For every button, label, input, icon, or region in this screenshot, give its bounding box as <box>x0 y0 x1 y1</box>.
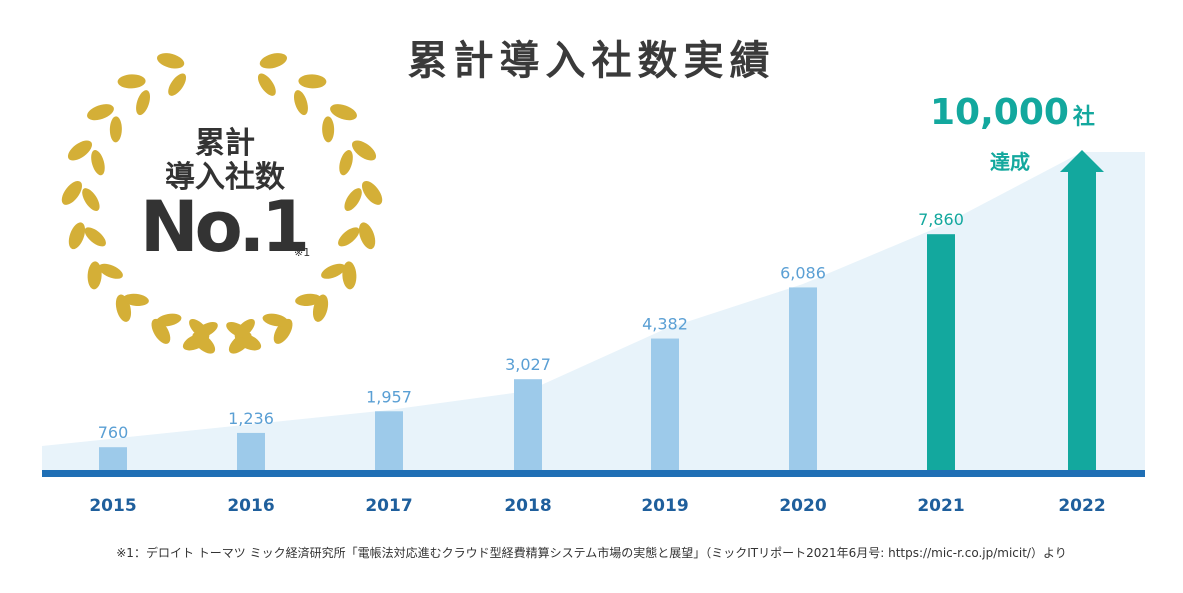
value-label-2017: 1,957 <box>366 387 412 406</box>
value-label-2020: 6,086 <box>780 263 826 282</box>
laurel-leaf <box>67 140 93 161</box>
value-label-2016: 1,236 <box>228 409 274 428</box>
growth-area <box>42 152 1145 470</box>
laurel-leaf <box>226 321 250 339</box>
badge-line-1: 累計 <box>195 126 255 161</box>
laurel-leaf <box>322 116 335 143</box>
value-label-2019: 4,382 <box>642 315 688 334</box>
laurel-wreath <box>61 53 383 354</box>
laurel-leaf <box>117 74 146 89</box>
value-labels-group: 760 1,236 1,957 3,027 4,382 6,086 7,860 <box>98 210 964 442</box>
x-tick-label-2018: 2018 <box>504 496 551 516</box>
x-tick-label-2016: 2016 <box>227 496 274 516</box>
bar-2016 <box>237 432 265 470</box>
laurel-leaf <box>293 90 308 116</box>
laurel-leaf <box>321 263 346 279</box>
laurel-leaf <box>351 140 377 161</box>
laurel-leaf <box>338 227 360 247</box>
x-tick-label-2015: 2015 <box>89 496 136 516</box>
laurel-leaf <box>87 261 102 290</box>
bar-2019 <box>651 338 679 470</box>
bar-2015 <box>99 447 127 470</box>
laurel-leaf <box>262 313 289 327</box>
laurel-leaf <box>257 73 276 96</box>
laurel-leaf <box>358 222 376 250</box>
laurel-leaf <box>342 261 357 290</box>
badge-rank: No.1 <box>140 186 310 268</box>
goal-label: 達成 <box>990 150 1030 174</box>
x-tick-label-2017: 2017 <box>365 496 412 516</box>
x-tick-label-2020: 2020 <box>779 496 826 516</box>
bar-2017 <box>375 411 403 470</box>
laurel-leaf <box>68 222 86 250</box>
laurel-leaf <box>259 53 288 69</box>
goal-number: 10,000 <box>930 92 1069 133</box>
laurel-leaf <box>361 180 383 205</box>
x-tick-labels-group: 2015 2016 2017 2018 2019 2020 2021 2022 <box>89 496 1105 516</box>
bars-group <box>99 150 1104 470</box>
badge-note: ※1 <box>294 246 311 259</box>
goal-unit: 社 <box>1072 105 1095 130</box>
laurel-leaf <box>168 73 187 96</box>
laurel-leaf <box>109 116 122 143</box>
laurel-leaf <box>136 90 151 116</box>
x-tick-label-2019: 2019 <box>641 496 688 516</box>
badge-line-2: 導入社数 <box>165 160 285 195</box>
laurel-leaf <box>87 104 114 121</box>
bar-2020 <box>789 287 817 470</box>
value-label-2015: 760 <box>98 423 129 442</box>
laurel-leaf <box>151 318 171 344</box>
laurel-leaf <box>295 293 322 306</box>
bar-2021 <box>927 234 955 470</box>
laurel-leaf <box>344 188 362 211</box>
laurel-leaf <box>155 313 182 327</box>
laurel-leaf <box>84 227 106 247</box>
x-axis-baseline <box>42 470 1145 477</box>
laurel-leaf <box>189 318 210 340</box>
value-label-2021: 7,860 <box>918 210 964 229</box>
laurel-leaf <box>330 104 357 121</box>
laurel-leaf <box>339 150 353 176</box>
footnote: ※1：デロイト トーマツ ミック経済研究所「電帳法対応進むクラウド型経費精算シス… <box>116 546 1067 560</box>
laurel-leaf <box>82 188 100 211</box>
laurel-leaf <box>298 74 327 89</box>
laurel-leaf <box>122 293 149 306</box>
laurel-leaf <box>91 150 105 176</box>
goal-callout: 10,000 社 <box>930 92 1095 133</box>
x-tick-label-2021: 2021 <box>917 496 964 516</box>
page-title: 累計導入社数実績 <box>407 38 776 84</box>
value-label-2018: 3,027 <box>505 355 551 374</box>
bar-2022 <box>1060 150 1104 470</box>
laurel-leaf <box>273 318 293 344</box>
laurel-leaf <box>98 263 123 279</box>
x-tick-label-2022: 2022 <box>1058 496 1105 516</box>
laurel-leaf <box>61 180 83 205</box>
laurel-leaf <box>156 53 185 69</box>
bar-2018 <box>514 379 542 470</box>
